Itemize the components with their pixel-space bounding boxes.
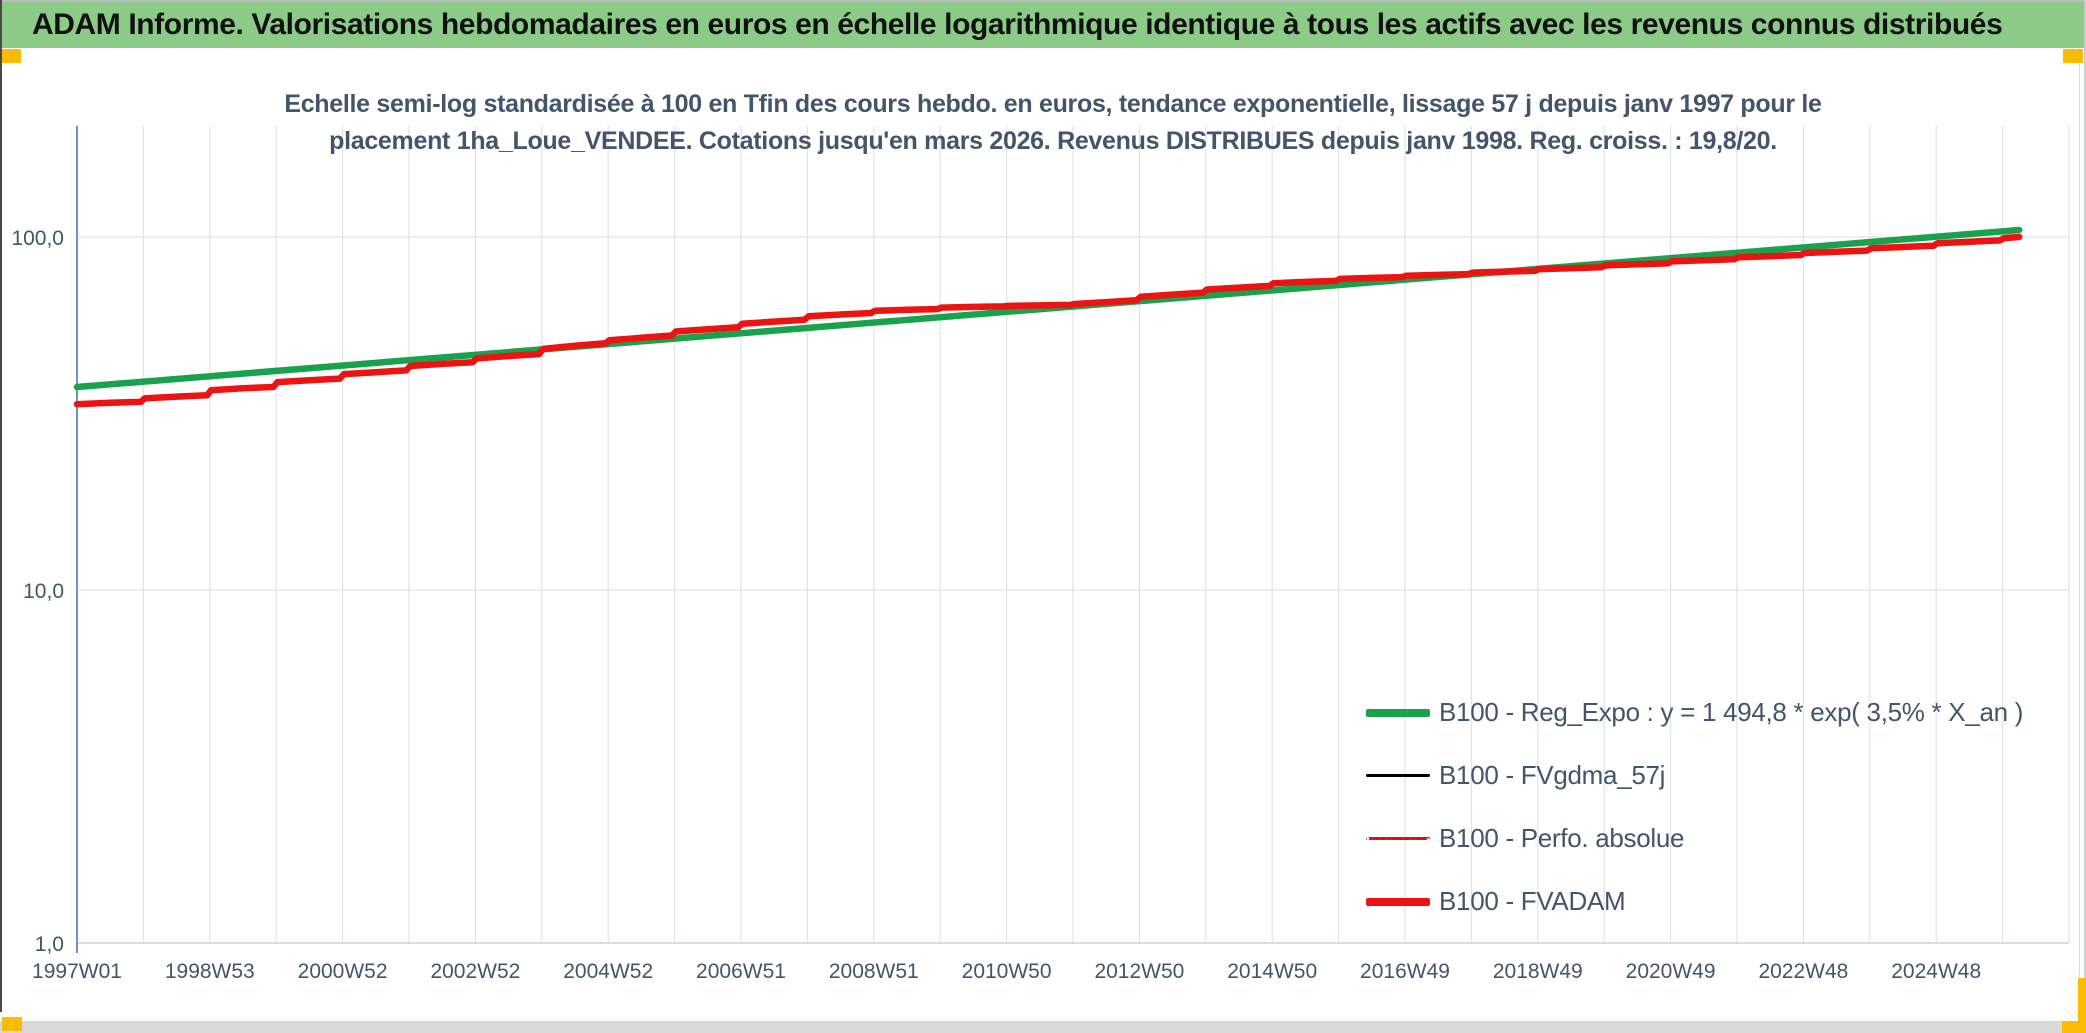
x-axis-label: 2014W50 xyxy=(1227,960,1317,983)
window-left-edge xyxy=(0,0,2,1012)
legend-swatch-reg-expo xyxy=(1366,708,1430,717)
legend-label-fvadam: B100 - FVADAM xyxy=(1439,886,1626,916)
x-axis-label: 2022W48 xyxy=(1758,960,1848,983)
series-line-3 xyxy=(73,233,2023,408)
accent-bar-bottom-right xyxy=(2078,978,2086,1033)
y-axis-label: 100,0 xyxy=(11,227,64,250)
legend-item-perfo-absolue: B100 - Perfo. absolue xyxy=(1366,807,2023,870)
accent-square-top-left xyxy=(2,49,21,63)
bottom-margin-band xyxy=(0,1021,2086,1033)
x-axis-label: 2020W49 xyxy=(1626,960,1716,983)
legend-swatch-fvadam xyxy=(1366,897,1430,906)
chart-legend: B100 - Reg_Expo : y = 1 494,8 * exp( 3,5… xyxy=(1366,681,2023,933)
x-axis-label: 2010W50 xyxy=(962,960,1052,983)
chart-title: Echelle semi-log standardisée à 100 en T… xyxy=(140,86,1966,160)
accent-square-bottom-left xyxy=(2,1017,22,1031)
legend-item-reg-expo: B100 - Reg_Expo : y = 1 494,8 * exp( 3,5… xyxy=(1366,681,2023,744)
chart-right-border xyxy=(2079,48,2080,1033)
x-axis-label: 2018W49 xyxy=(1493,960,1583,983)
accent-square-top-right xyxy=(2063,49,2083,63)
legend-item-fvadam: B100 - FVADAM xyxy=(1366,870,2023,933)
x-axis-label: 2006W51 xyxy=(696,960,786,983)
legend-swatch-fvgdma xyxy=(1366,774,1430,777)
x-axis-label: 1997W01 xyxy=(32,960,122,983)
accent-square-bottom-right xyxy=(2062,1021,2086,1033)
x-axis-label: 2024W48 xyxy=(1891,960,1981,983)
legend-swatch-perfo-absolue xyxy=(1366,837,1430,840)
chart-title-line1: Echelle semi-log standardisée à 100 en T… xyxy=(284,90,1822,118)
x-axis-label: 2008W51 xyxy=(829,960,919,983)
legend-item-fvgdma: B100 - FVgdma_57j xyxy=(1366,744,2023,807)
x-axis-label: 2000W52 xyxy=(298,960,388,983)
y-axis-label: 1,0 xyxy=(35,933,64,956)
legend-label-perfo-absolue: B100 - Perfo. absolue xyxy=(1439,823,1685,853)
x-axis-label: 2012W50 xyxy=(1094,960,1184,983)
y-axis-label: 10,0 xyxy=(23,580,64,603)
legend-label-reg-expo: B100 - Reg_Expo : y = 1 494,8 * exp( 3,5… xyxy=(1439,697,2024,727)
header-bar: ADAM Informe. Valorisations hebdomadaire… xyxy=(2,2,2084,48)
x-axis-label: 2002W52 xyxy=(430,960,520,983)
chart-title-line2: placement 1ha_Loue_VENDEE. Cotations jus… xyxy=(329,127,1777,155)
x-axis-label: 2004W52 xyxy=(563,960,653,983)
window-top-edge xyxy=(0,0,2086,2)
legend-label-fvgdma: B100 - FVgdma_57j xyxy=(1439,760,1666,790)
x-axis-label: 2016W49 xyxy=(1360,960,1450,983)
x-axis-label: 1998W53 xyxy=(165,960,255,983)
window-right-edge xyxy=(2084,0,2086,1033)
header-title: ADAM Informe. Valorisations hebdomadaire… xyxy=(32,8,2003,41)
